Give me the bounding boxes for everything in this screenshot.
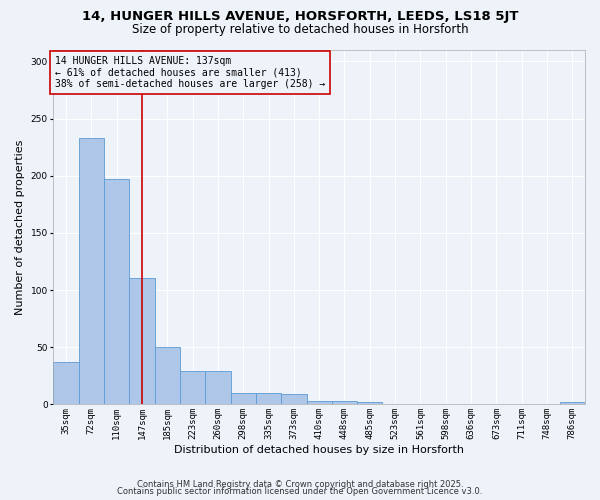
Bar xyxy=(357,402,382,404)
Bar xyxy=(205,372,230,404)
Bar xyxy=(560,402,585,404)
Text: Size of property relative to detached houses in Horsforth: Size of property relative to detached ho… xyxy=(131,22,469,36)
Bar xyxy=(180,372,205,404)
Text: 14 HUNGER HILLS AVENUE: 137sqm
← 61% of detached houses are smaller (413)
38% of: 14 HUNGER HILLS AVENUE: 137sqm ← 61% of … xyxy=(55,56,325,89)
Bar xyxy=(104,179,130,404)
Text: Contains HM Land Registry data © Crown copyright and database right 2025.: Contains HM Land Registry data © Crown c… xyxy=(137,480,463,489)
Bar xyxy=(256,393,281,404)
Bar xyxy=(281,394,307,404)
Text: 14, HUNGER HILLS AVENUE, HORSFORTH, LEEDS, LS18 5JT: 14, HUNGER HILLS AVENUE, HORSFORTH, LEED… xyxy=(82,10,518,23)
Bar xyxy=(130,278,155,404)
Bar xyxy=(79,138,104,404)
X-axis label: Distribution of detached houses by size in Horsforth: Distribution of detached houses by size … xyxy=(174,445,464,455)
Text: Contains public sector information licensed under the Open Government Licence v3: Contains public sector information licen… xyxy=(118,487,482,496)
Bar xyxy=(53,362,79,405)
Bar xyxy=(307,401,332,404)
Bar xyxy=(332,401,357,404)
Bar xyxy=(230,393,256,404)
Bar xyxy=(155,348,180,405)
Y-axis label: Number of detached properties: Number of detached properties xyxy=(15,140,25,315)
